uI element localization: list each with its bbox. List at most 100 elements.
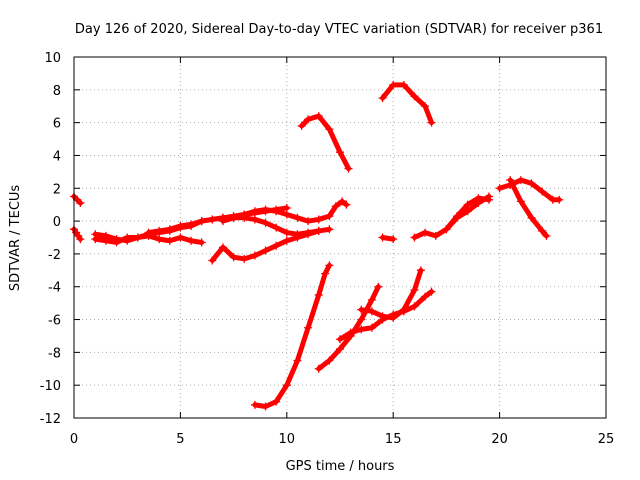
- data-point: [378, 312, 387, 321]
- data-point: [282, 210, 291, 219]
- data-point: [389, 80, 398, 89]
- data-point: [338, 197, 347, 206]
- y-tick-label: 2: [53, 182, 61, 197]
- data-point: [240, 254, 249, 263]
- data-point: [427, 287, 436, 296]
- data-point: [314, 364, 323, 373]
- data-point: [527, 213, 536, 222]
- data-point: [155, 226, 164, 235]
- data-point: [321, 269, 330, 278]
- series-arc-14: [378, 233, 398, 244]
- data-point: [282, 236, 291, 245]
- data-point: [304, 230, 313, 239]
- data-point: [250, 207, 259, 216]
- y-tick-label: 8: [53, 84, 61, 99]
- data-point: [410, 302, 419, 311]
- chart-title: Day 126 of 2020, Sidereal Day-to-day VTE…: [75, 22, 603, 37]
- data-point: [336, 148, 344, 157]
- series-trace: [380, 82, 435, 126]
- data-point: [357, 325, 366, 334]
- y-tick-label: -6: [48, 314, 61, 329]
- data-point: [463, 200, 472, 209]
- data-point: [516, 176, 525, 185]
- data-point: [506, 176, 515, 185]
- data-point: [378, 94, 387, 103]
- data-point: [187, 236, 196, 245]
- series-arc-16: [442, 194, 493, 234]
- series-arc-09: [297, 112, 353, 173]
- data-point: [208, 215, 217, 224]
- x-tick-label: 25: [598, 432, 615, 447]
- data-point: [389, 235, 398, 244]
- data-point: [297, 121, 306, 130]
- series-arc-01: [70, 192, 85, 208]
- data-point: [282, 228, 291, 237]
- series-arc-02: [70, 225, 85, 244]
- data-point: [250, 400, 259, 409]
- data-point: [101, 236, 110, 245]
- data-point: [123, 233, 132, 242]
- x-tick-labels: 0 5 10 15 20 25: [70, 432, 614, 447]
- data-point: [229, 213, 238, 222]
- data-point: [389, 313, 398, 322]
- data-point: [304, 115, 313, 124]
- data-point: [378, 233, 387, 242]
- data-point: [555, 195, 564, 204]
- series-arc-12: [357, 266, 425, 322]
- y-tick-label: -8: [48, 346, 61, 361]
- data-point: [187, 220, 196, 229]
- series-trace: [71, 226, 83, 242]
- data-point: [293, 233, 302, 242]
- data-point: [197, 238, 206, 247]
- x-tick-label: 5: [176, 432, 184, 447]
- data-point: [229, 253, 238, 262]
- data-point: [208, 256, 217, 265]
- data-point: [367, 295, 376, 304]
- data-point: [165, 225, 174, 234]
- data-point: [304, 217, 313, 226]
- data-point: [357, 305, 366, 314]
- data-point: [442, 225, 451, 234]
- series-arc-07: [208, 226, 323, 265]
- data-point: [399, 80, 408, 89]
- data-point: [399, 305, 408, 314]
- data-point: [304, 323, 313, 332]
- data-point: [484, 195, 493, 204]
- data-point: [357, 315, 366, 324]
- x-tick-label: 15: [385, 432, 402, 447]
- data-point: [410, 286, 419, 295]
- data-point: [416, 266, 425, 275]
- data-point: [421, 228, 430, 237]
- data-point: [76, 235, 85, 244]
- data-point: [133, 233, 142, 242]
- data-point: [165, 236, 174, 245]
- data-point: [91, 235, 100, 244]
- data-point: [314, 290, 323, 299]
- series-arc-06: [218, 197, 351, 226]
- y-tick-label: 4: [53, 149, 61, 164]
- series-arc-17: [495, 176, 564, 204]
- y-tick-labels: -12 -10 -8 -6 -4 -2 0 2 4 6 8 10: [40, 51, 61, 427]
- data-point: [240, 210, 249, 219]
- data-point: [261, 205, 270, 214]
- data-point: [272, 241, 281, 250]
- data-point: [112, 238, 121, 247]
- data-point: [421, 102, 430, 111]
- data-point: [527, 179, 536, 188]
- data-point: [218, 243, 227, 252]
- data-point: [218, 217, 227, 226]
- series-arc-08: [250, 261, 334, 411]
- series-arc-18: [506, 176, 551, 240]
- series-trace: [299, 113, 352, 172]
- data-point: [155, 235, 164, 244]
- data-point: [293, 356, 302, 365]
- y-tick-label: 10: [44, 51, 61, 66]
- data-point: [325, 125, 334, 134]
- y-tick-label: -10: [40, 379, 61, 394]
- y-tick-label: -12: [40, 412, 61, 427]
- data-point: [453, 212, 462, 221]
- x-tick-label: 0: [70, 432, 78, 447]
- data-point: [495, 184, 504, 193]
- data-point: [516, 197, 525, 206]
